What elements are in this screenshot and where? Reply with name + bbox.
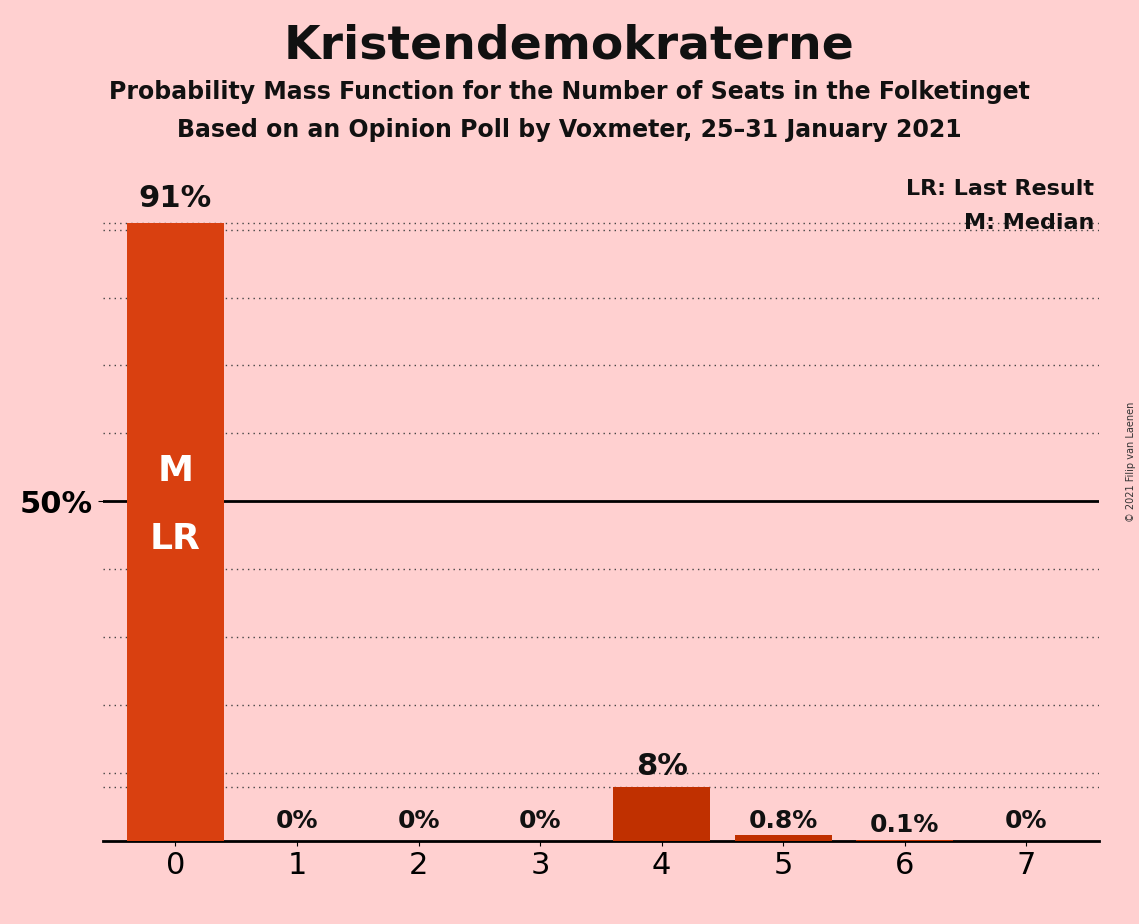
Bar bbox=[126, 223, 224, 841]
Bar bbox=[613, 786, 711, 841]
Text: © 2021 Filip van Laenen: © 2021 Filip van Laenen bbox=[1126, 402, 1136, 522]
Bar bbox=[735, 835, 831, 841]
Text: M: M bbox=[157, 454, 194, 488]
Text: LR: LR bbox=[150, 522, 200, 555]
Text: LR: Last Result: LR: Last Result bbox=[907, 178, 1095, 199]
Text: Kristendemokraterne: Kristendemokraterne bbox=[284, 23, 855, 68]
Text: 0.8%: 0.8% bbox=[748, 808, 818, 833]
Text: 0%: 0% bbox=[276, 808, 318, 833]
Text: Probability Mass Function for the Number of Seats in the Folketinget: Probability Mass Function for the Number… bbox=[109, 80, 1030, 104]
Text: 0%: 0% bbox=[518, 808, 562, 833]
Text: M: Median: M: Median bbox=[964, 213, 1095, 233]
Text: 0%: 0% bbox=[1005, 808, 1048, 833]
Text: Based on an Opinion Poll by Voxmeter, 25–31 January 2021: Based on an Opinion Poll by Voxmeter, 25… bbox=[178, 118, 961, 142]
Text: 0.1%: 0.1% bbox=[870, 813, 940, 837]
Text: 8%: 8% bbox=[636, 752, 688, 781]
Text: 91%: 91% bbox=[139, 184, 212, 213]
Text: 0%: 0% bbox=[398, 808, 440, 833]
